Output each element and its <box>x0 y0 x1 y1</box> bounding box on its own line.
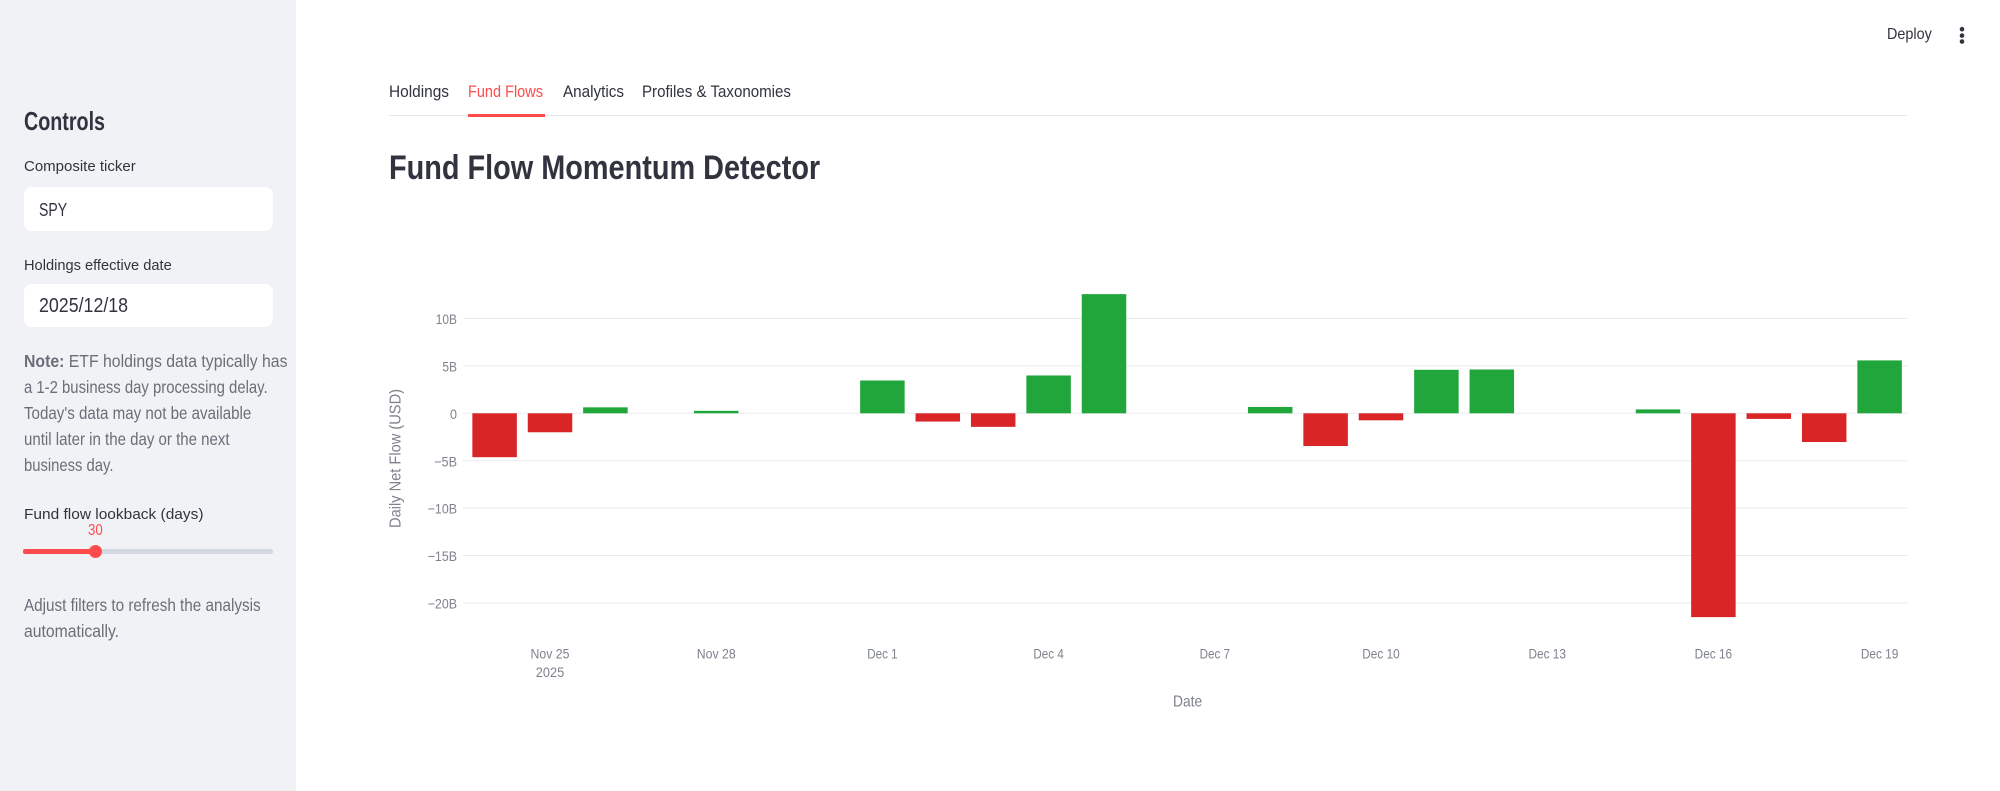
svg-text:Dec 16: Dec 16 <box>1695 646 1733 662</box>
svg-text:10B: 10B <box>436 311 457 327</box>
svg-text:−10B: −10B <box>428 501 457 517</box>
svg-text:−20B: −20B <box>428 596 457 612</box>
svg-text:Dec 10: Dec 10 <box>1362 646 1400 662</box>
svg-text:Dec 13: Dec 13 <box>1528 646 1566 662</box>
svg-text:Dec 19: Dec 19 <box>1861 646 1899 662</box>
svg-text:Date: Date <box>1173 694 1202 711</box>
svg-text:−15B: −15B <box>428 548 457 564</box>
svg-text:Nov 25: Nov 25 <box>531 646 570 662</box>
svg-text:2025: 2025 <box>536 664 565 680</box>
svg-text:Dec 1: Dec 1 <box>867 646 898 662</box>
svg-text:Dec 4: Dec 4 <box>1033 646 1064 662</box>
svg-text:Dec 7: Dec 7 <box>1200 646 1231 662</box>
svg-text:Daily Net Flow (USD): Daily Net Flow (USD) <box>388 389 405 528</box>
svg-text:−5B: −5B <box>434 453 457 469</box>
svg-text:5B: 5B <box>442 359 457 375</box>
svg-text:0: 0 <box>450 406 457 422</box>
svg-text:Nov 28: Nov 28 <box>697 646 736 662</box>
